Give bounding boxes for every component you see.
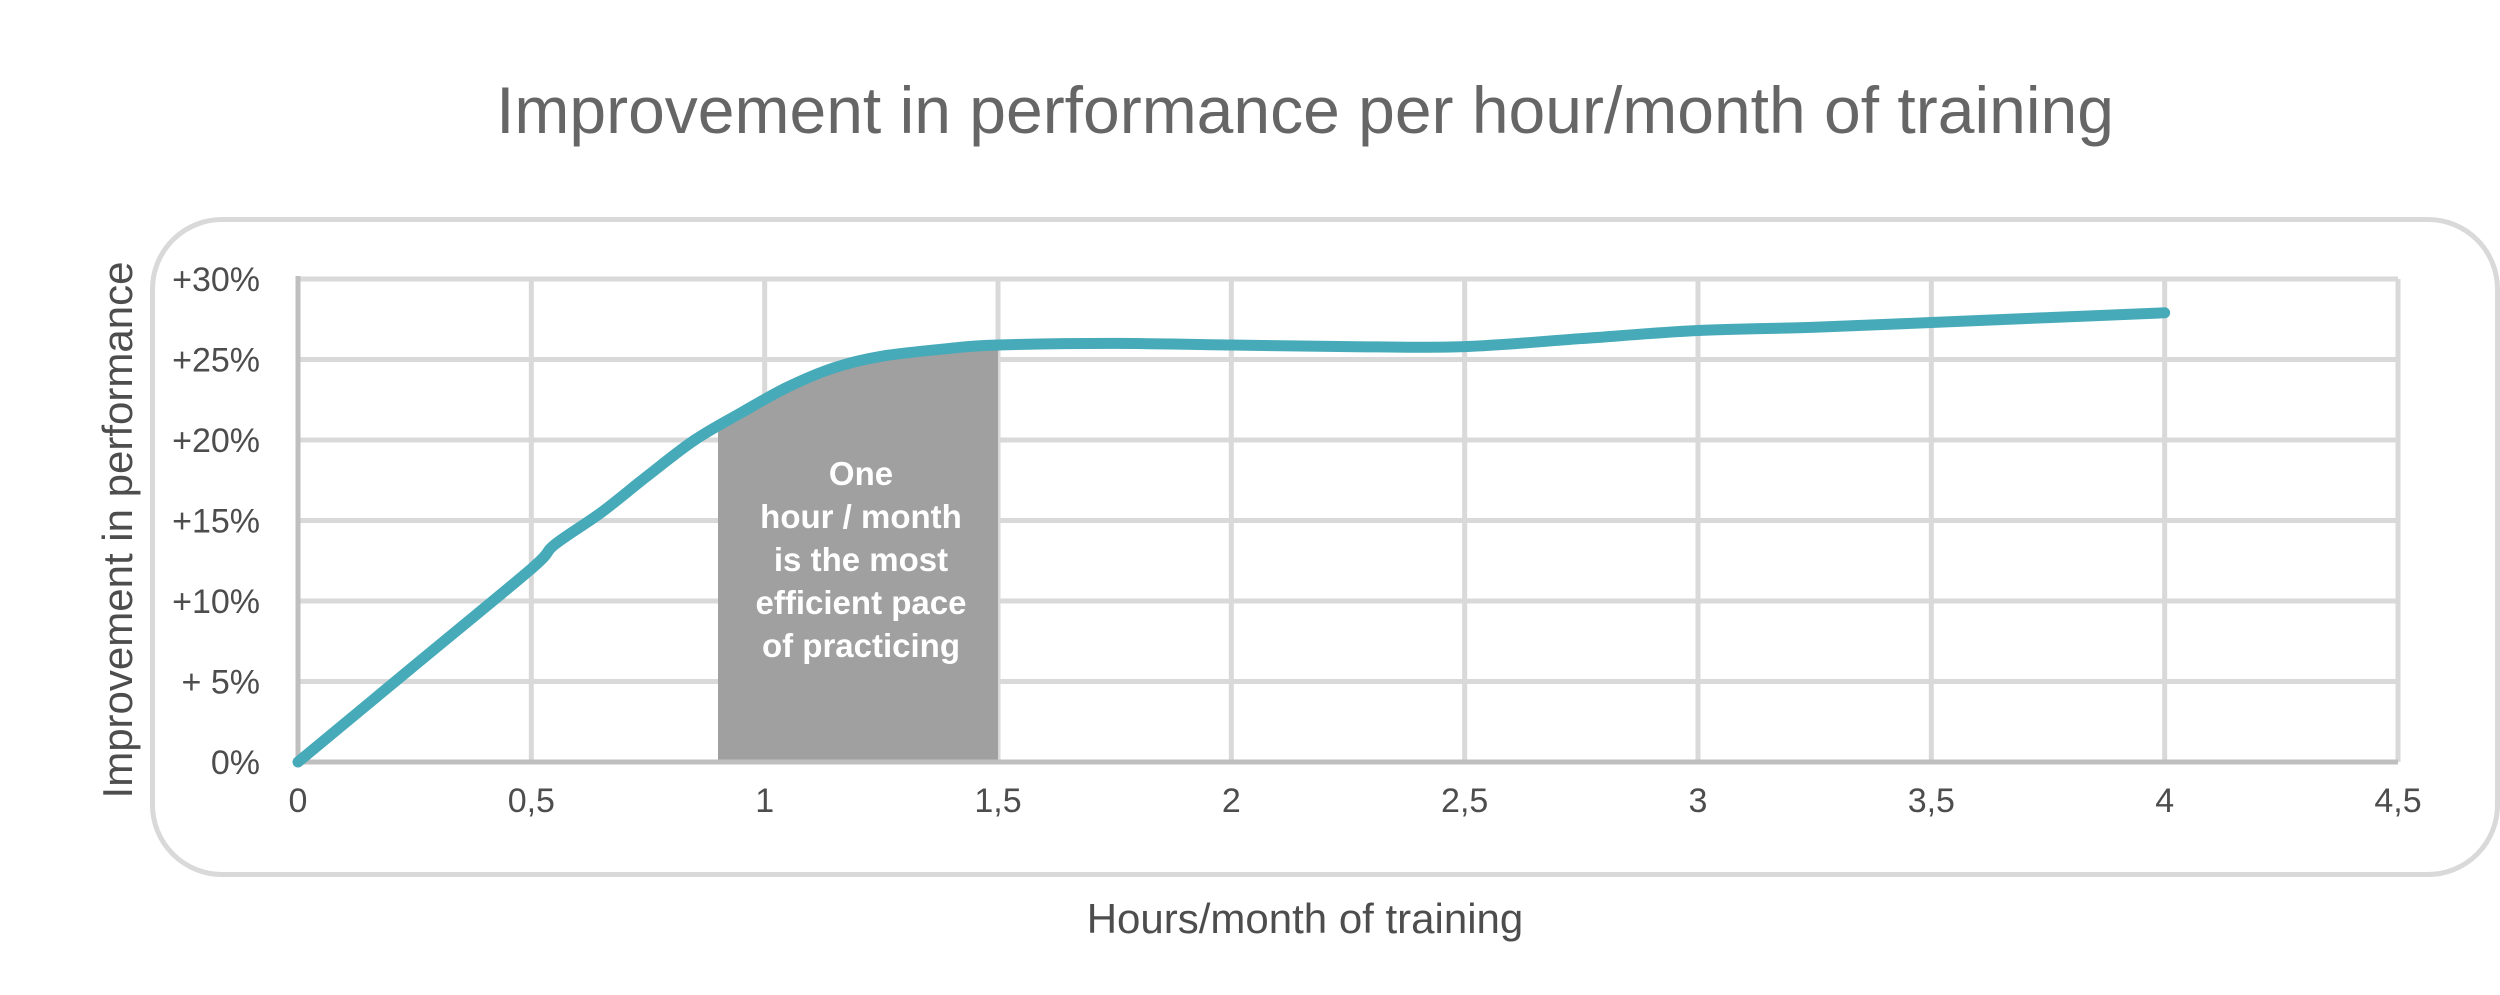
x-tick-label: 3,5	[1908, 782, 1955, 820]
chart-title: Improvement in performance per hour/mont…	[496, 73, 2114, 147]
highlight-annotation: One hour / month is the most efficient p…	[722, 452, 1000, 667]
y-tick-label: 0%	[211, 744, 260, 782]
x-tick-label: 4,5	[2374, 782, 2421, 820]
annotation-line: hour / month	[760, 498, 962, 535]
x-tick-label: 1,5	[974, 782, 1021, 820]
x-tick-label: 0	[289, 782, 308, 820]
y-tick-label: +25%	[172, 342, 260, 380]
x-tick-label: 2	[1222, 782, 1241, 820]
x-tick-label: 1	[755, 782, 774, 820]
y-tick-label: + 5%	[182, 664, 260, 702]
line-layer	[292, 307, 2171, 768]
y-axis-label: Improvement in performance	[94, 261, 141, 799]
x-tick-label: 3	[1689, 782, 1708, 820]
x-tick-label: 4	[2155, 782, 2174, 820]
series-line	[292, 307, 2171, 768]
x-tick-label: 2,5	[1441, 782, 1488, 820]
x-axis-label: Hours/month of training	[1086, 895, 1524, 942]
axis-layer	[295, 276, 2398, 765]
annotation-line: of practicing	[761, 627, 961, 664]
annotation-line: One	[828, 455, 894, 492]
y-tick-label: +30%	[172, 261, 260, 299]
tick-layer: 0 0,5 1 1,5 2 2,5 3 3,5 4 4,5 0% + 5% +10% +15% +20% +2…	[172, 261, 2422, 820]
highlight-band	[718, 345, 998, 762]
annotation-line: is the most	[773, 541, 949, 578]
y-tick-label: +10%	[172, 583, 260, 621]
x-tick-label: 0,5	[508, 782, 555, 820]
plot-frame	[150, 217, 2500, 877]
y-tick-label: +15%	[172, 503, 260, 541]
highlight-layer	[718, 345, 998, 762]
grid-layer	[298, 276, 2401, 762]
y-tick-label: +20%	[172, 422, 260, 460]
annotation-line: efficient pace	[755, 584, 967, 621]
